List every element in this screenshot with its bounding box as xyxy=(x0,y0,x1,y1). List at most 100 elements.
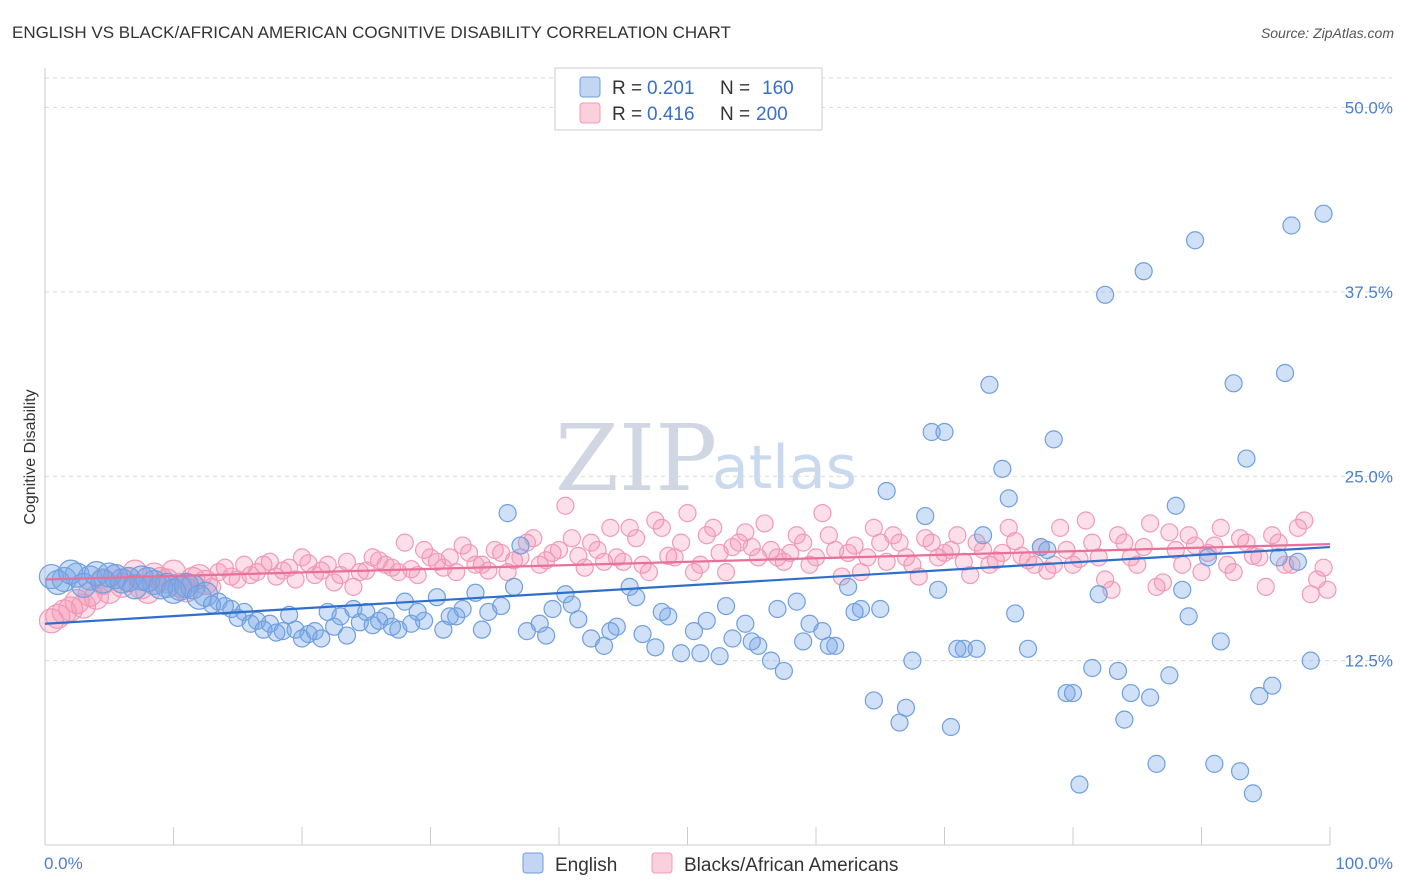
english-point xyxy=(620,577,639,596)
english-point xyxy=(671,644,691,663)
black-point xyxy=(967,533,986,552)
black-point xyxy=(1108,526,1128,545)
black-point xyxy=(755,514,774,533)
english-point xyxy=(1224,374,1243,393)
black-point xyxy=(877,552,896,571)
english-point xyxy=(1134,262,1153,281)
black-point xyxy=(883,526,903,545)
english-point xyxy=(922,422,941,442)
series-legend: English Blacks/African Americans xyxy=(522,852,898,876)
black-point xyxy=(447,563,466,582)
english-point xyxy=(819,636,838,655)
english-point xyxy=(530,614,549,633)
english-point xyxy=(1006,604,1025,623)
english-point xyxy=(1166,496,1185,515)
english-point xyxy=(498,504,517,523)
english-point xyxy=(1230,762,1250,781)
english-point xyxy=(1211,632,1230,651)
english-point xyxy=(280,605,299,625)
black-point xyxy=(1211,518,1230,537)
english-point xyxy=(742,632,761,651)
black-point xyxy=(58,596,84,622)
english-point xyxy=(135,566,161,593)
chart-source: Source: ZipAtlas.com xyxy=(1261,25,1394,41)
watermark: ZIP atlas xyxy=(555,405,857,512)
english-n-label: N = xyxy=(720,78,750,99)
english-point xyxy=(408,602,427,622)
black-point xyxy=(408,565,427,585)
black-trendline xyxy=(44,543,1331,581)
black-point xyxy=(305,565,324,585)
black-point xyxy=(794,533,813,552)
black-point xyxy=(716,563,736,582)
black-point xyxy=(639,563,659,582)
english-point xyxy=(697,611,716,630)
english-point xyxy=(472,620,491,639)
black-point xyxy=(556,496,575,515)
english-point xyxy=(1288,552,1307,571)
english-point xyxy=(1070,775,1089,794)
black-point xyxy=(1063,555,1083,574)
black-point xyxy=(344,577,363,596)
black-point xyxy=(986,551,1006,570)
english-point xyxy=(45,569,71,596)
black-point xyxy=(935,543,954,563)
english-point xyxy=(1301,651,1320,670)
english-point xyxy=(826,636,845,655)
english-point xyxy=(1179,607,1198,626)
english-point xyxy=(993,459,1012,478)
english-point xyxy=(1044,430,1063,449)
english-point xyxy=(1057,683,1076,703)
black-r-value: 0.416 xyxy=(647,104,695,125)
y-axis-label: Cognitive Disability xyxy=(22,389,39,524)
y-tick-labels: 12.5% 25.0% 37.5% 50.0% xyxy=(1345,99,1393,671)
black-legend-swatch xyxy=(579,102,601,124)
english-point xyxy=(877,481,896,501)
english-point xyxy=(954,639,973,658)
english-point xyxy=(186,584,212,610)
black-point xyxy=(160,559,187,585)
black-point xyxy=(961,565,980,585)
black-point xyxy=(1179,526,1198,545)
black-point xyxy=(1160,523,1179,542)
english-point xyxy=(305,622,324,641)
black-point xyxy=(614,552,633,571)
english-point xyxy=(1063,683,1083,703)
black-point xyxy=(472,555,491,574)
black-point xyxy=(215,558,234,577)
english-point xyxy=(1282,216,1301,235)
english-point xyxy=(716,596,736,616)
black-point xyxy=(1218,555,1237,574)
english-point xyxy=(160,578,187,604)
black-point xyxy=(292,548,312,567)
english-point xyxy=(1263,676,1282,695)
english-point xyxy=(768,599,787,619)
x-tick-labels: 0.0% 100.0% xyxy=(44,854,1393,873)
english-point xyxy=(1160,666,1179,685)
english-point xyxy=(562,595,581,614)
black-point xyxy=(1295,511,1314,530)
english-point xyxy=(948,639,967,658)
black-point xyxy=(704,518,723,537)
black-point xyxy=(562,529,581,548)
english-point xyxy=(1198,548,1218,567)
black-point xyxy=(414,540,434,560)
english-point xyxy=(427,588,447,607)
black-point xyxy=(1288,518,1307,537)
english-point xyxy=(492,596,511,616)
black-point xyxy=(999,518,1018,537)
english-point xyxy=(935,422,954,442)
english-point xyxy=(761,651,781,670)
english-point xyxy=(511,536,530,555)
english-point xyxy=(787,592,806,611)
english-bottom-swatch xyxy=(522,852,544,874)
english-point xyxy=(967,639,986,658)
english-point xyxy=(96,562,122,588)
english-point xyxy=(1205,754,1224,773)
english-point xyxy=(434,620,453,639)
black-point xyxy=(1051,518,1070,537)
black-point xyxy=(575,558,594,577)
english-point xyxy=(109,568,135,594)
black-point xyxy=(896,548,916,567)
